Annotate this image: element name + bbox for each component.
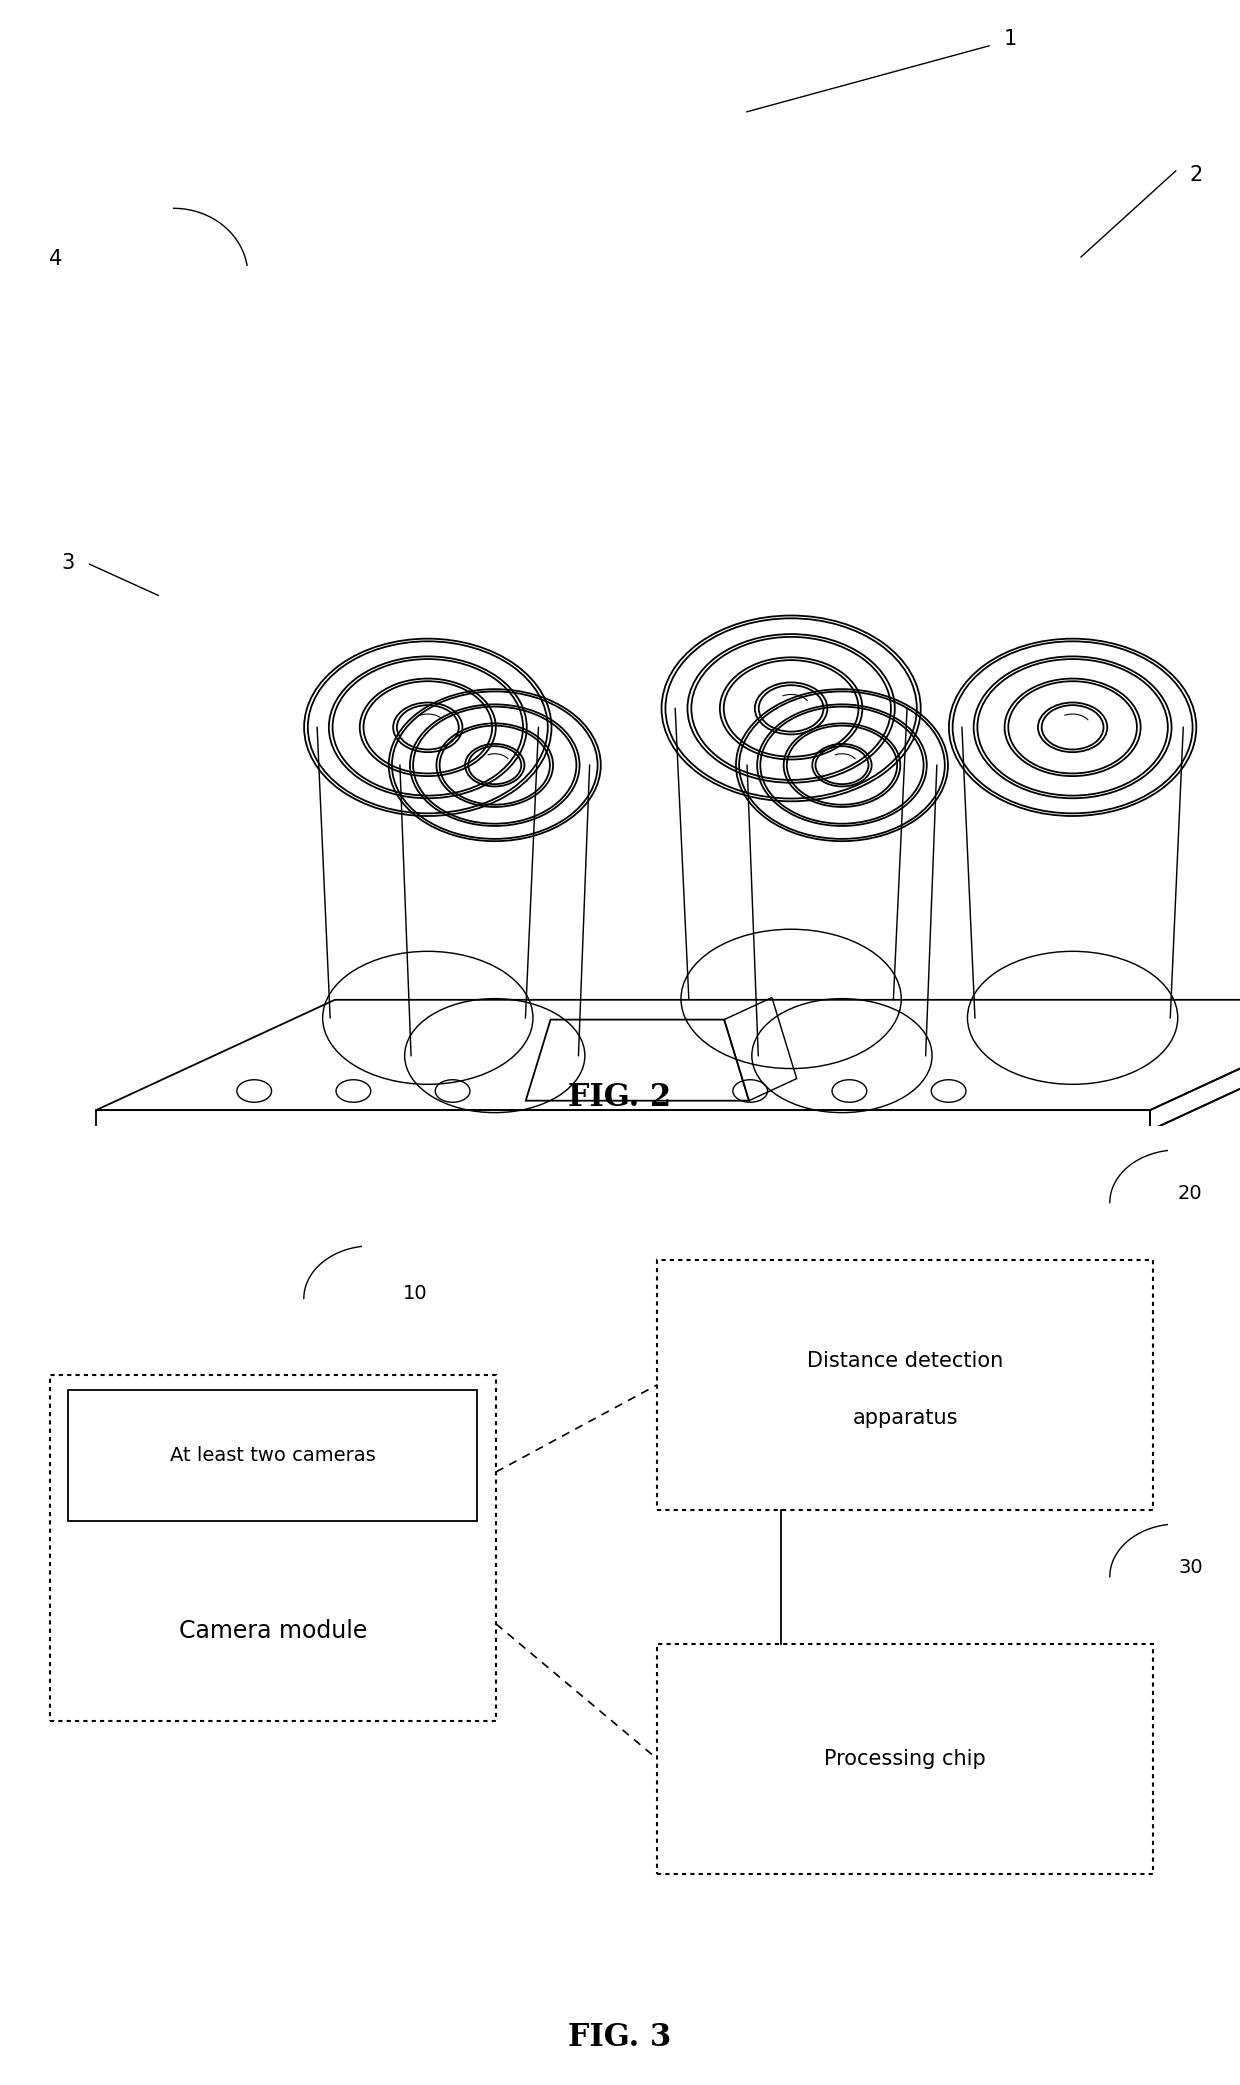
Text: FIG. 2: FIG. 2 xyxy=(568,1082,672,1113)
Text: At least two cameras: At least two cameras xyxy=(170,1445,376,1466)
Bar xyxy=(657,1643,1153,1874)
Text: Distance detection: Distance detection xyxy=(807,1351,1003,1370)
Bar xyxy=(68,1389,477,1520)
Text: 1: 1 xyxy=(1004,29,1017,50)
Text: 4: 4 xyxy=(50,248,62,269)
Bar xyxy=(657,1259,1153,1510)
Text: FIG. 3: FIG. 3 xyxy=(568,2022,672,2052)
Bar xyxy=(50,1376,496,1720)
Text: 3: 3 xyxy=(62,553,74,573)
Text: 10: 10 xyxy=(403,1284,428,1303)
Text: Processing chip: Processing chip xyxy=(825,1749,986,1768)
Text: apparatus: apparatus xyxy=(852,1409,959,1428)
Text: Camera module: Camera module xyxy=(179,1618,367,1643)
Text: 30: 30 xyxy=(1178,1557,1203,1576)
Text: 20: 20 xyxy=(1178,1184,1203,1203)
Text: 2: 2 xyxy=(1190,165,1203,183)
